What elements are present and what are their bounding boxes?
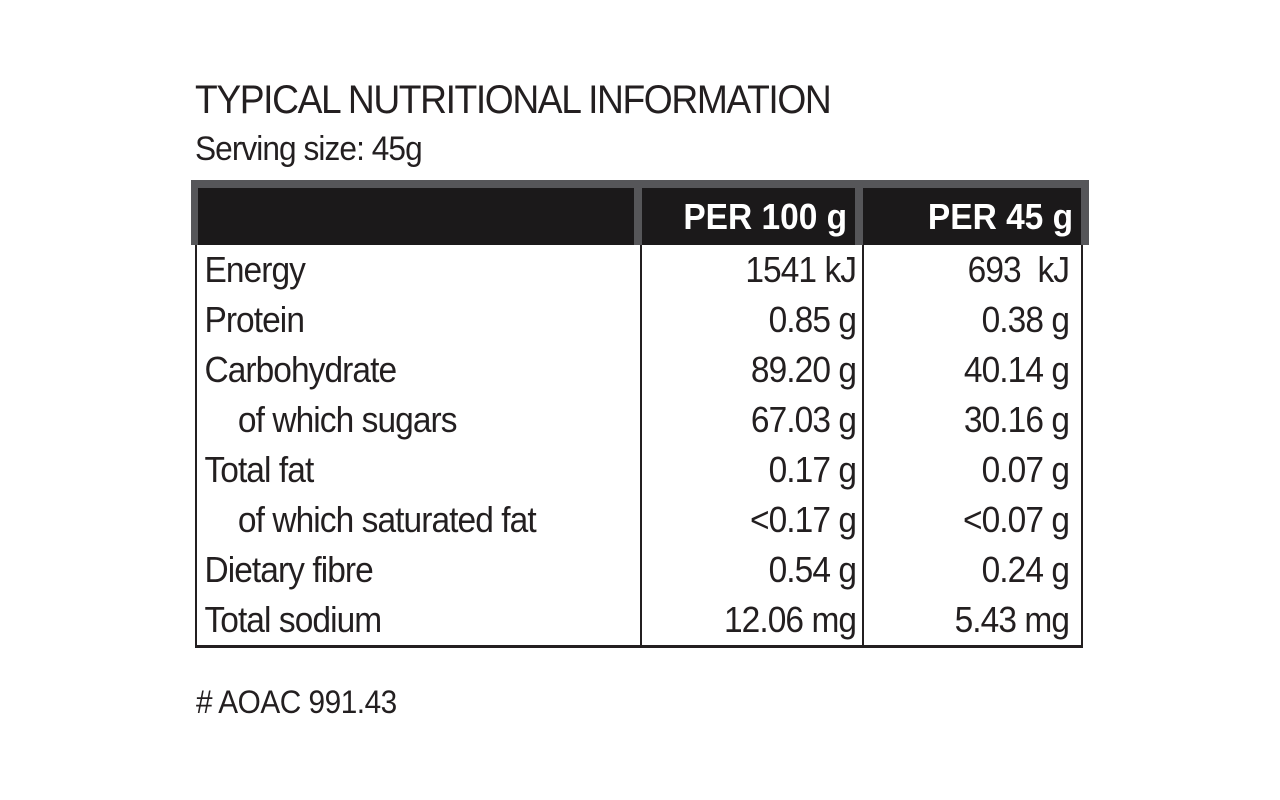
table-row: Carbohydrate 89.20 g 40.14 g: [197, 345, 1081, 395]
value-per-100g: 12.06 mg: [723, 599, 857, 640]
value-per-100g-cell: 0.17 g: [640, 445, 862, 495]
table-row: Protein 0.85 g 0.38 g: [197, 295, 1081, 345]
header-cell-per-100g-label: PER 100 g: [683, 196, 847, 237]
value-per-45g: 5.43 mg: [954, 599, 1070, 640]
row-label: Total fat: [204, 449, 314, 490]
header-cell-blank: [198, 188, 634, 245]
row-label: Total sodium: [204, 599, 382, 640]
value-per-100g: 0.17 g: [768, 449, 856, 490]
table-row: Energy 1541 kJ 693 kJ: [197, 245, 1081, 295]
header-cell-per-45g-label: PER 45 g: [927, 196, 1073, 237]
value-per-45g: 0.07 g: [981, 449, 1069, 490]
value-per-45g-cell: 0.24 g: [862, 545, 1081, 595]
row-label: of which saturated fat: [237, 499, 537, 540]
table-row: of which saturated fat <0.17 g <0.07 g: [197, 495, 1081, 545]
value-per-45g-cell: 40.14 g: [862, 345, 1081, 395]
row-label: of which sugars: [237, 399, 458, 440]
row-label: Dietary fibre: [204, 549, 373, 590]
value-per-100g: 67.03 g: [750, 399, 857, 440]
header-cell-per-45g: PER 45 g: [863, 188, 1081, 245]
page-title: TYPICAL NUTRITIONAL INFORMATION: [195, 78, 832, 122]
value-per-100g: 89.20 g: [750, 349, 857, 390]
value-per-100g-cell: 0.85 g: [640, 295, 862, 345]
value-per-100g-cell: 67.03 g: [640, 395, 862, 445]
value-per-45g: 40.14 g: [963, 349, 1070, 390]
value-per-45g: 693 kJ: [967, 249, 1070, 290]
row-label: Protein: [204, 299, 305, 340]
value-per-45g-cell: 0.07 g: [862, 445, 1081, 495]
value-per-45g: <0.07 g: [962, 499, 1070, 540]
table-row: Dietary fibre 0.54 g 0.24 g: [197, 545, 1081, 595]
row-label: Energy: [204, 249, 305, 290]
value-per-100g-cell: 89.20 g: [640, 345, 862, 395]
serving-size: Serving size: 45g: [195, 130, 423, 168]
row-label: Carbohydrate: [204, 349, 397, 390]
table-body: Energy 1541 kJ 693 kJ Protein 0.85 g 0.3…: [195, 245, 1083, 648]
table-row: of which sugars 67.03 g 30.16 g: [197, 395, 1081, 445]
table-row: Total fat 0.17 g 0.07 g: [197, 445, 1081, 495]
value-per-45g-cell: 693 kJ: [862, 245, 1081, 295]
value-per-45g: 0.38 g: [981, 299, 1069, 340]
value-per-100g: 1541 kJ: [745, 249, 857, 290]
value-per-45g-cell: 5.43 mg: [862, 595, 1081, 645]
value-per-45g: 30.16 g: [963, 399, 1070, 440]
value-per-45g-cell: 30.16 g: [862, 395, 1081, 445]
value-per-100g-cell: 1541 kJ: [640, 245, 862, 295]
header-cell-per-100g: PER 100 g: [642, 188, 855, 245]
footnote: # AOAC 991.43: [196, 684, 397, 720]
value-per-100g-cell: <0.17 g: [640, 495, 862, 545]
value-per-100g-cell: 12.06 mg: [640, 595, 862, 645]
value-per-100g: <0.17 g: [749, 499, 857, 540]
table-row: Total sodium 12.06 mg 5.43 mg: [197, 595, 1081, 645]
value-per-100g: 0.85 g: [768, 299, 856, 340]
table-header: PER 100 g PER 45 g: [191, 180, 1089, 245]
value-per-45g-cell: <0.07 g: [862, 495, 1081, 545]
value-per-45g: 0.24 g: [981, 549, 1069, 590]
value-per-100g: 0.54 g: [768, 549, 856, 590]
value-per-100g-cell: 0.54 g: [640, 545, 862, 595]
value-per-45g-cell: 0.38 g: [862, 295, 1081, 345]
